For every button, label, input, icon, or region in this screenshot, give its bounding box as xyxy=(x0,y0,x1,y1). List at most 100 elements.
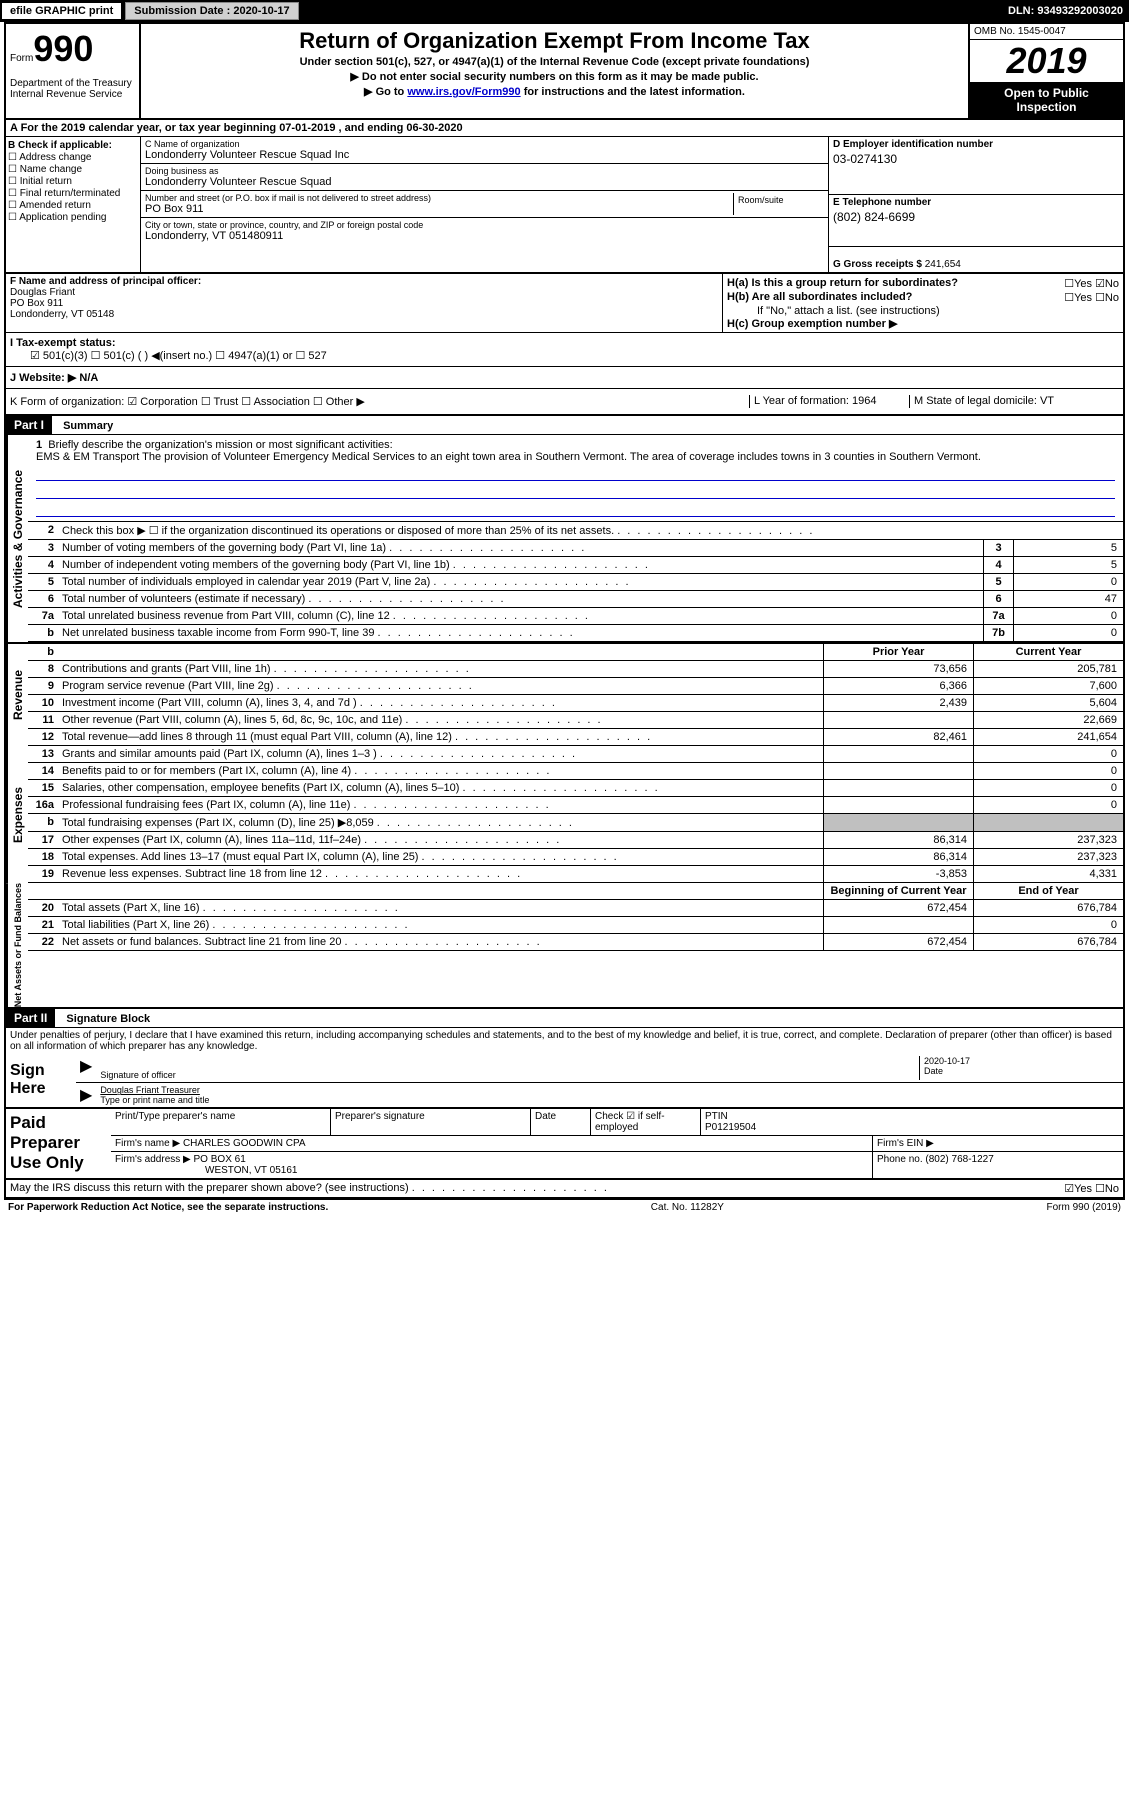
summary-row: 11Other revenue (Part VIII, column (A), … xyxy=(28,712,1123,729)
signature-block: Under penalties of perjury, I declare th… xyxy=(6,1028,1123,1109)
form-number: 990 xyxy=(33,28,93,69)
vtab-netassets: Net Assets or Fund Balances xyxy=(6,883,28,1007)
dept-label: Department of the Treasury Internal Reve… xyxy=(10,78,135,100)
catalog-number: Cat. No. 11282Y xyxy=(651,1202,724,1213)
paperwork-notice: For Paperwork Reduction Act Notice, see … xyxy=(8,1202,328,1213)
summary-row: 9Program service revenue (Part VIII, lin… xyxy=(28,678,1123,695)
phone: (802) 824-6699 xyxy=(833,210,1119,224)
mission-block: 1 Briefly describe the organization's mi… xyxy=(28,435,1123,522)
col-h: H(a) Is this a group return for subordin… xyxy=(723,274,1123,332)
header-row: Form990 Department of the Treasury Inter… xyxy=(6,24,1123,120)
open-inspection: Open to Public Inspection xyxy=(970,82,1123,118)
expenses-section: Expenses 13Grants and similar amounts pa… xyxy=(6,746,1123,883)
paid-preparer-block: Paid Preparer Use Only Print/Type prepar… xyxy=(6,1109,1123,1180)
arrow-line-2: ▶ Go to www.irs.gov/Form990 for instruct… xyxy=(145,85,964,98)
part2-header: Part II Signature Block xyxy=(6,1009,1123,1028)
street-address: PO Box 911 xyxy=(145,203,733,215)
row-fgh: F Name and address of principal officer:… xyxy=(6,274,1123,333)
paid-preparer-label: Paid Preparer Use Only xyxy=(6,1109,111,1178)
summary-row: 18Total expenses. Add lines 13–17 (must … xyxy=(28,849,1123,866)
summary-row: 3Number of voting members of the governi… xyxy=(28,540,1123,557)
form-of-org[interactable]: K Form of organization: ☑ Corporation ☐ … xyxy=(10,395,749,408)
summary-row: 6Total number of volunteers (estimate if… xyxy=(28,591,1123,608)
preparer-phone: (802) 768-1227 xyxy=(925,1154,993,1165)
check-app-pending[interactable]: ☐ Application pending xyxy=(8,212,138,223)
topbar: efile GRAPHIC print Submission Date : 20… xyxy=(0,0,1129,22)
col-f: F Name and address of principal officer:… xyxy=(6,274,723,332)
omb-col: OMB No. 1545-0047 2019 Open to Public In… xyxy=(968,24,1123,118)
vtab-expenses: Expenses xyxy=(6,746,28,883)
summary-row: 15Salaries, other compensation, employee… xyxy=(28,780,1123,797)
officer-signed-name: Douglas Friant Treasurer xyxy=(100,1085,1119,1095)
summary-row: 14Benefits paid to or for members (Part … xyxy=(28,763,1123,780)
row-k: K Form of organization: ☑ Corporation ☐ … xyxy=(6,389,1123,416)
form-version: Form 990 (2019) xyxy=(1047,1202,1121,1213)
summary-row: 17Other expenses (Part IX, column (A), l… xyxy=(28,832,1123,849)
efile-label: efile GRAPHIC print xyxy=(2,3,121,19)
firm-name: CHARLES GOODWIN CPA xyxy=(183,1138,306,1149)
tax-year: 2019 xyxy=(970,40,1123,82)
check-self-employed[interactable]: Check ☑ if self-employed xyxy=(591,1109,701,1135)
form-subtitle: Under section 501(c), 527, or 4947(a)(1)… xyxy=(145,56,964,68)
summary-row: 10Investment income (Part VIII, column (… xyxy=(28,695,1123,712)
summary-row: 21Total liabilities (Part X, line 26) 0 xyxy=(28,917,1123,934)
summary-row: 22Net assets or fund balances. Subtract … xyxy=(28,934,1123,951)
form-main: Form990 Department of the Treasury Inter… xyxy=(4,22,1125,1200)
check-initial-return[interactable]: ☐ Initial return xyxy=(8,176,138,187)
dln: DLN: 93493292003020 xyxy=(1008,5,1127,17)
sig-date: 2020-10-17 xyxy=(924,1056,1119,1066)
summary-row: 5Total number of individuals employed in… xyxy=(28,574,1123,591)
title-col: Return of Organization Exempt From Incom… xyxy=(141,24,968,118)
summary-row: bNet unrelated business taxable income f… xyxy=(28,625,1123,642)
gross-receipts: 241,654 xyxy=(925,259,961,270)
state-domicile: M State of legal domicile: VT xyxy=(909,395,1119,408)
ein: 03-0274130 xyxy=(833,152,1119,166)
col-b: B Check if applicable: ☐ Address change … xyxy=(6,137,141,272)
hb-answer[interactable]: ☐Yes ☐No xyxy=(1064,291,1119,304)
firm-addr: PO BOX 61 xyxy=(194,1154,246,1165)
mission-text: EMS & EM Transport The provision of Volu… xyxy=(36,451,981,463)
submission-date-btn[interactable]: Submission Date : 2020-10-17 xyxy=(125,2,298,20)
vtab-governance: Activities & Governance xyxy=(6,435,28,642)
may-discuss-row: May the IRS discuss this return with the… xyxy=(6,1180,1123,1198)
row-i: I Tax-exempt status:☑ 501(c)(3) ☐ 501(c)… xyxy=(6,333,1123,367)
summary-row: 2Check this box ▶ ☐ if the organization … xyxy=(28,522,1123,540)
summary-row: bTotal fundraising expenses (Part IX, co… xyxy=(28,814,1123,832)
summary-row: 13Grants and similar amounts paid (Part … xyxy=(28,746,1123,763)
governance-section: Activities & Governance 1 Briefly descri… xyxy=(6,435,1123,642)
check-amended[interactable]: ☐ Amended return xyxy=(8,200,138,211)
col-c: C Name of organizationLondonderry Volunt… xyxy=(141,137,828,272)
form-title: Return of Organization Exempt From Incom… xyxy=(145,28,964,54)
form-id-box: Form990 Department of the Treasury Inter… xyxy=(6,24,141,118)
summary-row: 19Revenue less expenses. Subtract line 1… xyxy=(28,866,1123,883)
check-final-return[interactable]: ☐ Final return/terminated xyxy=(8,188,138,199)
section-bcd: B Check if applicable: ☐ Address change … xyxy=(6,137,1123,274)
vtab-revenue: Revenue xyxy=(6,644,28,746)
website-row: J Website: ▶ N/A xyxy=(6,367,1123,389)
summary-row: 4Number of independent voting members of… xyxy=(28,557,1123,574)
revenue-section: Revenue bPrior YearCurrent Year 8Contrib… xyxy=(6,642,1123,746)
summary-row: 16aProfessional fundraising fees (Part I… xyxy=(28,797,1123,814)
arrow-line-1: ▶ Do not enter social security numbers o… xyxy=(145,70,964,83)
col-d: D Employer identification number03-02741… xyxy=(828,137,1123,272)
may-discuss-answer[interactable]: ☑Yes ☐No xyxy=(1064,1182,1119,1195)
summary-row: 20Total assets (Part X, line 16) 672,454… xyxy=(28,900,1123,917)
summary-row: 7aTotal unrelated business revenue from … xyxy=(28,608,1123,625)
summary-row: 8Contributions and grants (Part VIII, li… xyxy=(28,661,1123,678)
officer-name: Douglas Friant xyxy=(10,287,718,298)
ha-answer[interactable]: ☐Yes ☑No xyxy=(1064,277,1119,290)
footer: For Paperwork Reduction Act Notice, see … xyxy=(0,1200,1129,1215)
part1-header: Part I Summary xyxy=(6,416,1123,435)
dba: Londonderry Volunteer Rescue Squad xyxy=(145,176,824,188)
omb-number: OMB No. 1545-0047 xyxy=(970,24,1123,40)
summary-row: 12Total revenue—add lines 8 through 11 (… xyxy=(28,729,1123,746)
tax-exempt-status[interactable]: ☑ 501(c)(3) ☐ 501(c) ( ) ◀(insert no.) ☐… xyxy=(10,350,327,362)
sign-here-label: Sign Here xyxy=(6,1054,76,1107)
check-address-change[interactable]: ☐ Address change xyxy=(8,152,138,163)
form990-link[interactable]: www.irs.gov/Form990 xyxy=(407,86,520,98)
check-name-change[interactable]: ☐ Name change xyxy=(8,164,138,175)
row-a: A For the 2019 calendar year, or tax yea… xyxy=(6,120,1123,137)
org-name: Londonderry Volunteer Rescue Squad Inc xyxy=(145,149,824,161)
year-formation: L Year of formation: 1964 xyxy=(749,395,909,408)
ptin: P01219504 xyxy=(705,1122,756,1133)
